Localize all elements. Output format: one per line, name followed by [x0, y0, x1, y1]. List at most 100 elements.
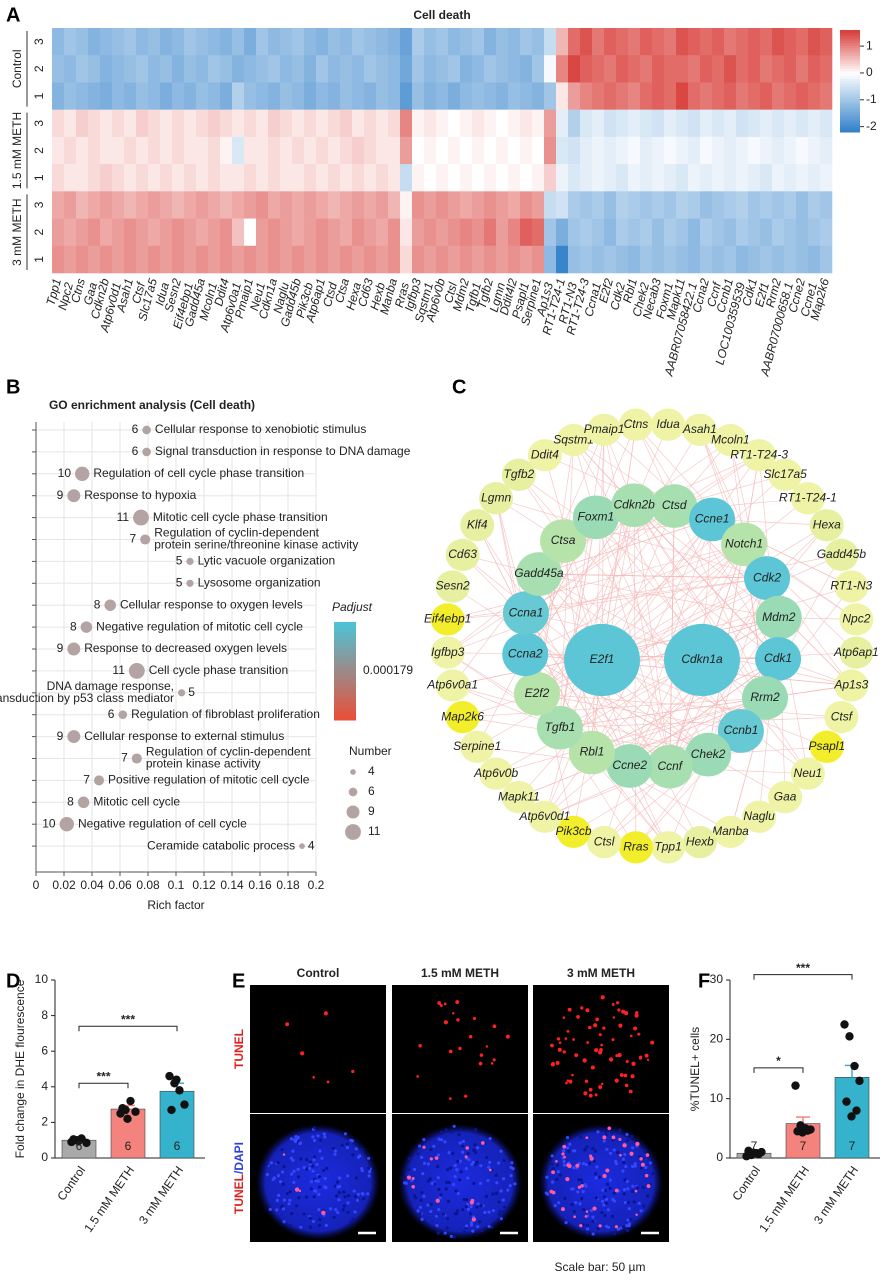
- bubble-count: 7: [83, 773, 90, 787]
- node-label: Atp6ap1: [833, 645, 879, 659]
- heatmap-cell: [232, 55, 245, 83]
- heatmap-cell: [328, 109, 341, 138]
- tunel-dot: [488, 1168, 492, 1172]
- nucleus: [465, 1197, 469, 1202]
- heatmap-cell: [220, 55, 233, 83]
- nucleus: [345, 1174, 350, 1178]
- node-label: Idua: [656, 417, 680, 431]
- heatmap-cell: [520, 109, 533, 138]
- color-legend-step: [334, 680, 356, 685]
- heatmap-cell: [436, 136, 449, 165]
- node-label: Slc17a5: [763, 467, 807, 481]
- nucleus: [562, 1159, 566, 1164]
- nucleus: [598, 1175, 602, 1179]
- heatmap-cell: [340, 164, 353, 192]
- heatmap-cell: [268, 136, 281, 165]
- heatmap-cell: [196, 82, 209, 110]
- nucleus: [458, 1159, 462, 1163]
- heatmap-cell: [796, 218, 809, 247]
- nucleus: [487, 1210, 491, 1214]
- node: [430, 636, 465, 669]
- heatmap-cell: [292, 109, 305, 138]
- heatmap-cell: [796, 109, 809, 138]
- node: [540, 519, 587, 563]
- edge: [525, 654, 671, 767]
- node: [755, 637, 802, 681]
- tunel-dot: [576, 1015, 580, 1019]
- heatmap-cell: [688, 245, 701, 274]
- nucleus: [281, 1207, 286, 1211]
- tunel-dot: [585, 1136, 589, 1140]
- heatmap-cell: [604, 164, 617, 192]
- nucleus: [453, 1212, 457, 1216]
- nucleus: [556, 1170, 560, 1174]
- color-legend-step: [334, 661, 356, 665]
- nucleus: [494, 1191, 499, 1195]
- colorbar-step: [840, 37, 860, 41]
- colorbar-step: [840, 81, 860, 85]
- heatmap-cell: [532, 136, 545, 165]
- heatmap-cell: [268, 109, 281, 138]
- tunel-dot: [602, 1173, 607, 1179]
- nucleus: [497, 1212, 501, 1216]
- node: [809, 509, 844, 542]
- nucleus: [464, 1204, 468, 1209]
- heatmap-cell: [568, 218, 581, 247]
- heatmap-cell: [136, 191, 149, 219]
- edge: [591, 658, 779, 753]
- colorbar-step: [840, 40, 860, 44]
- nucleus: [332, 1215, 336, 1219]
- term-label: Cellular response to oxygen levels: [120, 597, 303, 611]
- tunel-dot: [640, 1162, 645, 1167]
- color-legend-step: [334, 644, 356, 649]
- gene-label: Ctsl: [441, 281, 460, 305]
- node: [556, 815, 591, 849]
- tunel-dot: [556, 1037, 561, 1041]
- heatmap-cell: [688, 191, 701, 219]
- gene-label: E2f2: [596, 277, 616, 305]
- nucleus: [583, 1182, 587, 1187]
- heatmap-cell: [184, 218, 197, 247]
- nucleus: [606, 1208, 610, 1212]
- nucleus: [565, 1135, 570, 1140]
- heatmap-cell: [220, 82, 233, 110]
- nucleus: [356, 1198, 360, 1202]
- tunel-dot: [619, 1153, 622, 1157]
- node: [502, 591, 549, 635]
- nucleus: [602, 1195, 607, 1199]
- nucleus: [616, 1227, 620, 1231]
- tunel-dot: [561, 1152, 565, 1156]
- color-legend-step: [334, 677, 356, 682]
- heatmap-cell: [292, 82, 305, 110]
- panel-letter: D: [6, 970, 20, 992]
- heatmap-cell: [400, 28, 413, 56]
- nucleus: [334, 1208, 338, 1212]
- nucleus: [333, 1152, 337, 1156]
- micrograph: [250, 985, 386, 1113]
- nucleus: [622, 1160, 626, 1165]
- bar: [159, 1090, 195, 1159]
- heatmap-cell: [508, 164, 521, 192]
- tunel-dot: [594, 1048, 599, 1053]
- heatmap-cell: [544, 218, 557, 247]
- column-header: 3 mM METH: [567, 966, 635, 980]
- term-label: Positive regulation of mitotic cell cycl…: [108, 773, 310, 787]
- heatmap-cell: [436, 28, 449, 56]
- node: [501, 781, 536, 814]
- nucleus: [302, 1212, 306, 1216]
- heatmap-cell: [532, 245, 545, 274]
- nucleus: [461, 1139, 466, 1144]
- heatmap-cell: [316, 82, 329, 110]
- term-label: Negative regulation of mitotic cell cycl…: [96, 619, 303, 633]
- heatmap-cell: [556, 55, 569, 83]
- x-tick-label: 0.1: [168, 878, 185, 892]
- tunel-dot: [555, 1061, 560, 1066]
- nucleus: [305, 1167, 309, 1171]
- nucleus: [643, 1148, 647, 1153]
- heatmap-cell: [112, 109, 125, 138]
- nucleus: [445, 1180, 449, 1184]
- term-label: DNA damage response,: [47, 679, 174, 693]
- nucleus: [360, 1147, 364, 1151]
- heatmap-cell: [388, 82, 401, 110]
